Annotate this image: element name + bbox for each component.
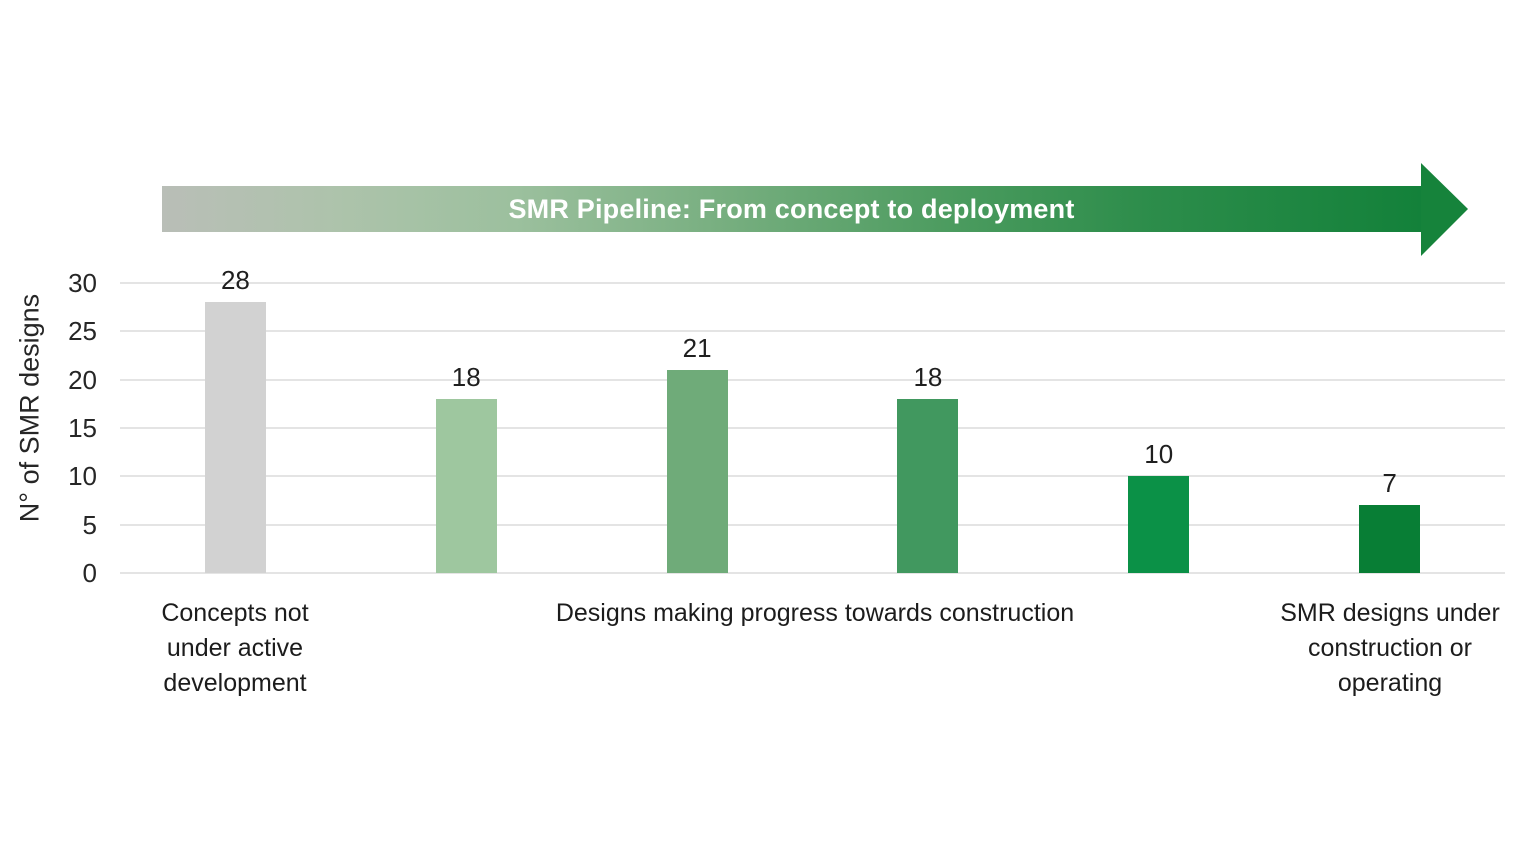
pipeline-arrow-banner: SMR Pipeline: From concept to deployment (162, 186, 1421, 232)
bar-value-label: 10 (1144, 439, 1174, 470)
bar-value-label: 21 (682, 333, 712, 363)
gridline (120, 282, 1505, 284)
y-tick-label: 10 (68, 461, 97, 492)
arrow-head-icon (1421, 163, 1468, 256)
gridline (120, 427, 1505, 429)
bar (666, 370, 728, 573)
y-tick-label: 5 (82, 509, 97, 540)
y-tick-label: 25 (68, 316, 97, 347)
y-tick-label: 15 (68, 413, 97, 443)
bar (897, 399, 959, 573)
bar (204, 302, 266, 573)
gridline (120, 572, 1505, 574)
category-label-progress: Designs making progress towards construc… (555, 599, 1075, 627)
y-tick-label: 0 (82, 558, 97, 588)
gridline (120, 523, 1505, 526)
gridline (120, 378, 1505, 381)
y-tick-label: 30 (68, 268, 97, 298)
bar (1359, 505, 1421, 573)
bar (435, 399, 497, 573)
bar (1128, 476, 1190, 573)
banner-title: SMR Pipeline: From concept to deployment (508, 193, 1075, 224)
bar-value-label: 18 (913, 362, 943, 392)
category-label-construction: SMR designs under construction or operat… (1280, 599, 1500, 697)
bar-value-label: 7 (1382, 468, 1397, 499)
gridline (120, 330, 1505, 333)
bar-value-label: 18 (451, 362, 481, 392)
category-label-concepts: Concepts not under active development (161, 599, 309, 697)
gridline (120, 475, 1505, 478)
bar-value-label: 28 (220, 265, 250, 296)
y-tick-label: 20 (68, 364, 97, 395)
